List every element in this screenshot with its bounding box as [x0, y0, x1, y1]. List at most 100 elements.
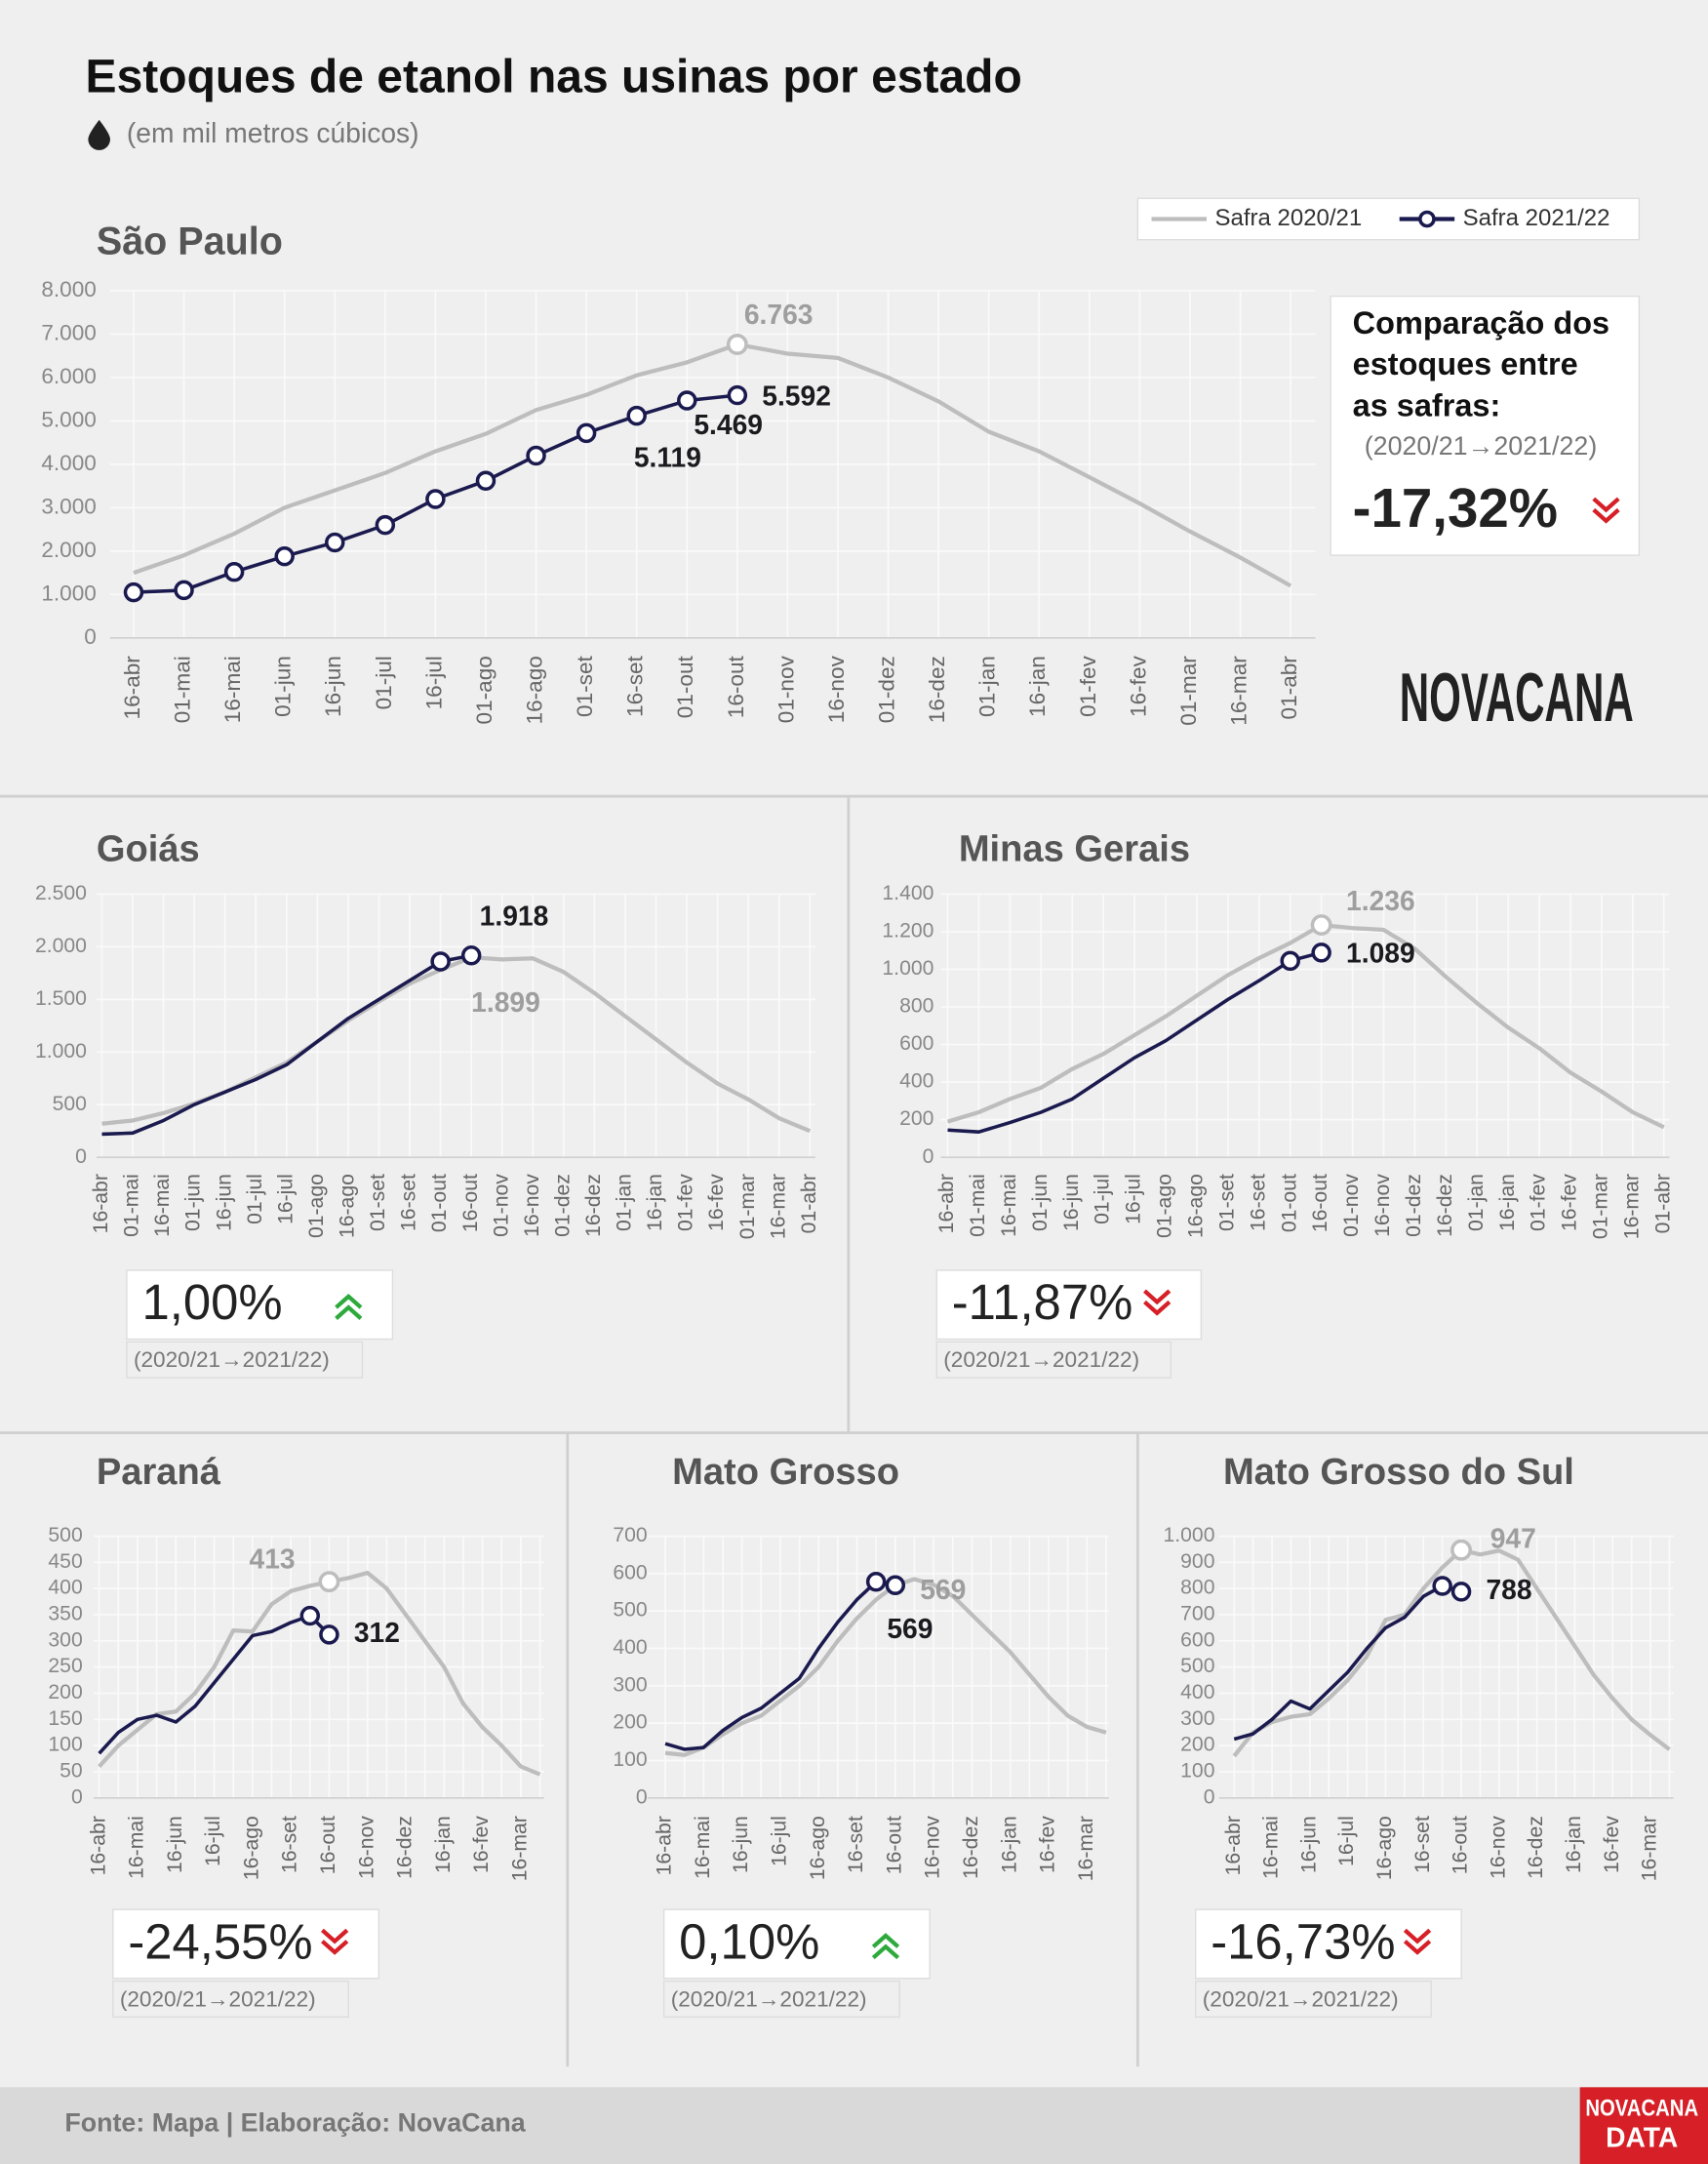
marker: [299, 1605, 321, 1626]
x-tick-label: 16-out: [724, 655, 748, 718]
x-tick-label: 16-mai: [126, 1816, 148, 1879]
x-tick-label: 01-mar: [1176, 656, 1201, 726]
marker: [325, 532, 345, 553]
x-tick-label: 16-out: [883, 1816, 905, 1874]
y-tick-label: 300: [1180, 1707, 1214, 1730]
y-tick-label: 500: [53, 1093, 87, 1115]
y-tick-label: 200: [613, 1711, 647, 1734]
series-line: [98, 1614, 331, 1755]
y-tick-label: 0: [75, 1145, 87, 1168]
x-tick-label: 16-ago: [240, 1816, 262, 1880]
x-tick-label: 16-fev: [1601, 1816, 1623, 1873]
x-tick-label: 16-jul: [421, 656, 446, 709]
series-line: [664, 1580, 896, 1751]
x-tick-label: 01-mar: [1590, 1174, 1612, 1239]
y-tick-label: 200: [899, 1107, 933, 1130]
y-tick-label: 6.000: [41, 364, 97, 388]
x-tick-label: 16-jul: [274, 1174, 297, 1224]
y-tick-label: 400: [48, 1577, 82, 1599]
x-tick-label: 01-jun: [182, 1174, 205, 1231]
x-tick-label: 16-fev: [1126, 655, 1150, 716]
y-tick-label: 1.500: [35, 987, 87, 1010]
change-arrow: [321, 1940, 349, 1955]
x-tick-label: 16-set: [623, 655, 648, 716]
change-arrow: [1143, 1300, 1172, 1316]
x-tick-label: 16-jan: [644, 1174, 666, 1231]
x-tick-label: 16-dez: [582, 1174, 605, 1237]
note-box: [935, 1341, 1172, 1379]
value-label: 5.119: [634, 442, 701, 473]
value-label: 569: [887, 1613, 933, 1644]
page-title: Estoques de etanol nas usinas por estado: [86, 52, 1022, 103]
x-tick-label: 01-set: [367, 1174, 389, 1231]
chart-title: Mato Grosso do Sul: [1223, 1451, 1574, 1493]
chart-title: São Paulo: [97, 220, 283, 262]
x-tick-label: 01-abr: [1651, 1174, 1674, 1233]
brand-badge-text: NOVACANA: [1585, 2095, 1698, 2121]
marker: [626, 405, 647, 426]
footer-band: [0, 2087, 1708, 2164]
x-tick-label: 01-jun: [271, 656, 296, 717]
x-tick-label: 16-dez: [1434, 1174, 1456, 1237]
y-tick-label: 200: [48, 1681, 82, 1703]
x-tick-label: 16-nov: [355, 1816, 377, 1879]
chart-title: Goiás: [97, 828, 200, 870]
change-box: [1194, 1908, 1462, 1980]
y-tick-label: 200: [1180, 1734, 1214, 1756]
x-tick-label: 16-jan: [432, 1816, 455, 1873]
marker: [123, 581, 144, 603]
x-tick-label: 01-dez: [1403, 1174, 1425, 1237]
change-value: 1,00%: [141, 1274, 282, 1330]
x-tick-label: 16-fev: [1559, 1174, 1581, 1231]
comparison-note: (2020/21→2021/22): [1203, 1986, 1399, 2011]
marker: [1450, 1582, 1472, 1602]
series-line: [947, 950, 1323, 1134]
drop-icon: [88, 119, 110, 150]
x-tick-label: 16-ago: [807, 1816, 829, 1880]
comparison-note: (2020/21→2021/22): [671, 1986, 867, 2011]
marker: [885, 1575, 906, 1595]
chart-title: Minas Gerais: [959, 828, 1190, 870]
x-tick-label: 01-dez: [551, 1174, 574, 1237]
series-line: [664, 1577, 1107, 1757]
legend-label: Safra 2021/22: [1463, 205, 1610, 231]
x-tick-label: 01-fev: [675, 1174, 697, 1231]
x-tick-label: 16-abr: [935, 1174, 958, 1233]
x-tick-label: 16-jun: [164, 1816, 186, 1873]
series-line: [1233, 1583, 1462, 1742]
y-tick-label: 600: [1180, 1628, 1214, 1651]
x-tick-label: 16-mai: [1260, 1816, 1283, 1879]
x-tick-label: 16-dez: [925, 656, 949, 723]
y-tick-label: 2.000: [41, 538, 97, 562]
x-tick-label: 01-abr: [1277, 656, 1301, 720]
change-arrow: [1143, 1289, 1172, 1305]
series-line: [946, 922, 1665, 1130]
x-tick-label: 16-jan: [998, 1816, 1020, 1873]
y-tick-label: 2.000: [35, 935, 87, 957]
x-tick-label: 16-set: [279, 1816, 301, 1873]
y-tick-label: 3.000: [41, 494, 97, 518]
change-box: [112, 1908, 380, 1980]
x-tick-label: 01-jul: [372, 656, 396, 709]
x-tick-label: 16-jul: [1335, 1816, 1358, 1866]
x-tick-label: 16-jul: [1123, 1174, 1145, 1224]
x-tick-label: 01-ago: [305, 1174, 328, 1238]
x-tick-label: 16-nov: [1371, 1174, 1394, 1237]
x-tick-label: 01-ago: [1154, 1174, 1176, 1238]
x-tick-label: 01-out: [673, 655, 697, 718]
x-tick-label: 16-abr: [654, 1816, 676, 1875]
y-tick-label: 250: [48, 1655, 82, 1677]
x-tick-label: 16-jun: [321, 656, 345, 717]
brand-badge-text: DATA: [1606, 2121, 1678, 2152]
y-tick-label: 900: [1180, 1550, 1214, 1573]
marker: [1432, 1576, 1452, 1596]
source: Fonte: Mapa | Elaboração: NovaCana: [64, 2108, 526, 2138]
change-arrow: [871, 1933, 900, 1948]
x-tick-label: 16-nov: [521, 1174, 543, 1237]
chart-title: Mato Grosso: [672, 1451, 899, 1493]
comparison-title: estoques entre: [1353, 346, 1578, 381]
change-arrow: [335, 1304, 363, 1320]
x-tick-label: 16-dez: [960, 1816, 982, 1879]
y-tick-label: 450: [48, 1550, 82, 1573]
x-tick-label: 16-jan: [1563, 1816, 1585, 1873]
